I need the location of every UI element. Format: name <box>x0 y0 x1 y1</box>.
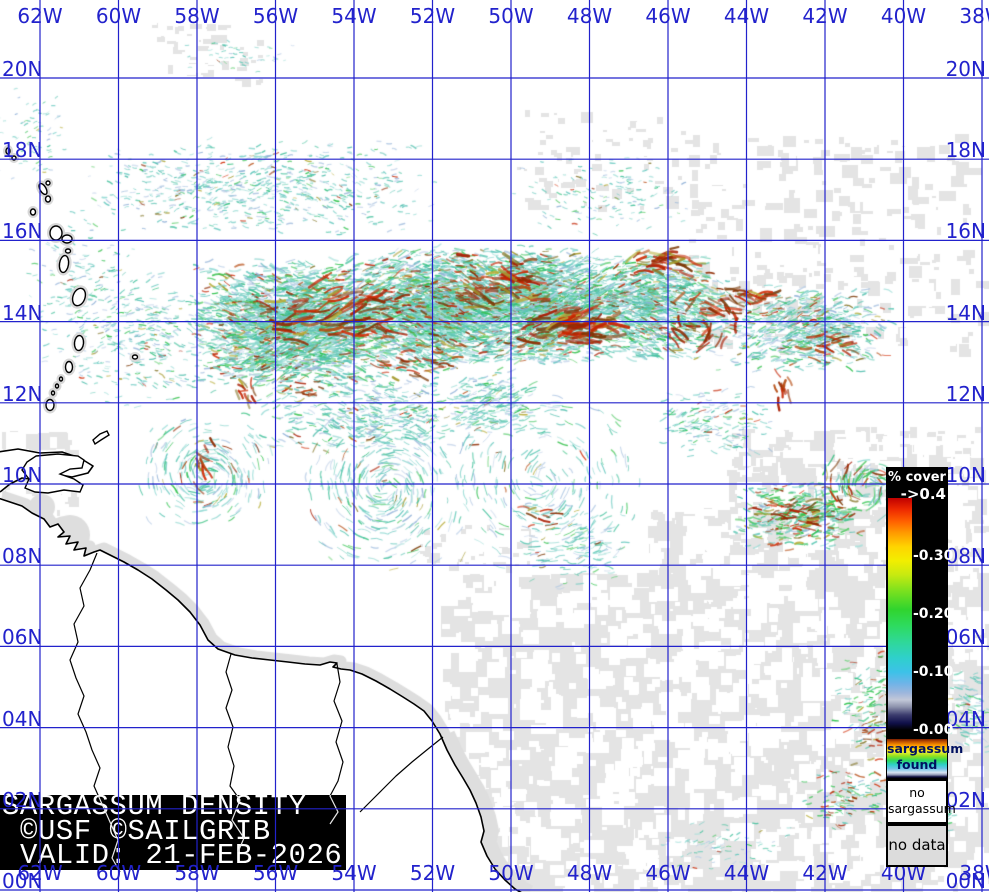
antilles-island <box>29 208 37 216</box>
antilles-island <box>61 234 73 244</box>
antilles-island <box>45 180 51 186</box>
banner-credits: ©USF ©SAILGRIB <box>20 814 271 848</box>
trinidad-island <box>21 453 85 494</box>
antilles-island <box>64 248 72 254</box>
trinidad-tobago <box>21 430 110 494</box>
found-label-1: sargassum <box>887 741 964 756</box>
antilles-island <box>44 195 52 203</box>
legend-no-data: no data <box>886 824 948 867</box>
colorbar-tick-label: -0.20 <box>913 606 954 622</box>
legend-panel: % cover ->0.4 -0.30 -0.20 -0.10 -0.00 sarga… <box>886 467 964 867</box>
banner-valid-date: VALID: 21-FEB-2026 <box>20 839 343 870</box>
none-label-2: sargassum <box>888 801 956 816</box>
antilles-island <box>58 376 64 382</box>
antilles-island <box>50 390 56 396</box>
colorbar-gradient <box>888 498 912 730</box>
antilles-island <box>64 360 74 374</box>
colorbar-title: % cover <box>888 470 946 485</box>
legend-no-sargassum: no sargassum <box>886 779 956 824</box>
legend-sargassum-found: sargassum found <box>886 738 964 779</box>
found-label-2: found <box>896 757 938 772</box>
tobago-island <box>92 430 110 446</box>
antilles-island <box>73 334 85 352</box>
antilles-island <box>71 287 87 307</box>
none-label-1: no <box>909 785 925 800</box>
banner-title: SARGASSUM DENSITY <box>2 795 307 823</box>
credit-banner: SARGASSUM DENSITY ©USF ©SAILGRIB VALID: … <box>0 795 346 870</box>
colorbar-box: % cover ->0.4 -0.30 -0.20 -0.10 -0.00 <box>886 467 954 738</box>
antilles-island <box>131 354 139 360</box>
antilles-island <box>54 383 60 389</box>
colorbar-tick-label: -0.10 <box>913 664 954 680</box>
mainland-coast <box>0 497 522 892</box>
antilles-island <box>49 225 63 241</box>
islands <box>5 147 139 412</box>
colorbar-tick-label: -0.30 <box>913 548 954 564</box>
antilles-island <box>11 155 17 161</box>
antilles-island <box>5 147 11 155</box>
colorbar-tick-label: -0.00 <box>913 722 954 738</box>
antilles-island <box>58 254 70 274</box>
antilles-island <box>45 398 55 412</box>
